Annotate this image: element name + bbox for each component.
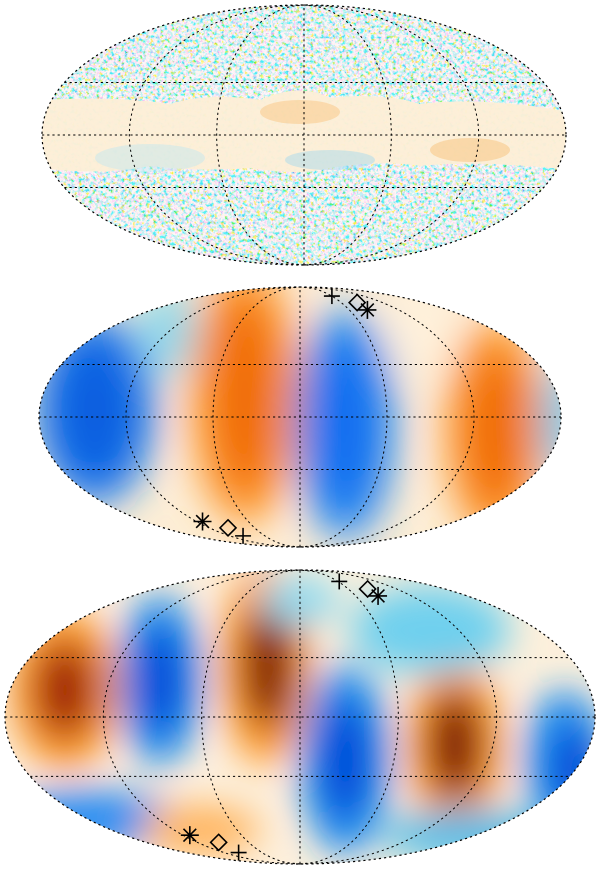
meridian-line bbox=[299, 286, 388, 548]
markers-mid bbox=[193, 288, 377, 544]
markers-bot bbox=[180, 573, 388, 861]
meridian-line bbox=[201, 569, 301, 865]
graticule-mid bbox=[38, 286, 562, 548]
meridian-line bbox=[303, 4, 480, 266]
diamond-marker bbox=[209, 833, 228, 852]
meridian-line bbox=[212, 286, 301, 548]
asterisk-marker bbox=[180, 826, 199, 845]
asterisk-marker bbox=[369, 586, 388, 605]
plus-marker bbox=[323, 288, 340, 305]
meridian-line bbox=[299, 569, 498, 865]
meridian-line bbox=[125, 286, 301, 548]
meridian-line bbox=[216, 4, 305, 266]
plus-marker bbox=[331, 573, 348, 590]
meridian-line bbox=[102, 569, 301, 865]
diamond-marker bbox=[348, 293, 367, 312]
graticule-bot bbox=[4, 569, 596, 865]
graticule-top bbox=[41, 4, 567, 266]
meridian-line bbox=[128, 4, 305, 266]
asterisk-marker bbox=[193, 512, 212, 531]
map-outline bbox=[41, 4, 567, 266]
meridian-line bbox=[299, 286, 475, 548]
meridian-line bbox=[299, 569, 399, 865]
panel-l3-map bbox=[4, 569, 596, 865]
panel-cmb-map bbox=[41, 4, 567, 266]
diamond-marker bbox=[358, 579, 377, 599]
plus-marker bbox=[230, 844, 247, 861]
panel-dipole-l2-map bbox=[38, 286, 562, 548]
plus-marker bbox=[235, 527, 252, 544]
asterisk-marker bbox=[358, 300, 377, 319]
diamond-marker bbox=[218, 518, 238, 537]
